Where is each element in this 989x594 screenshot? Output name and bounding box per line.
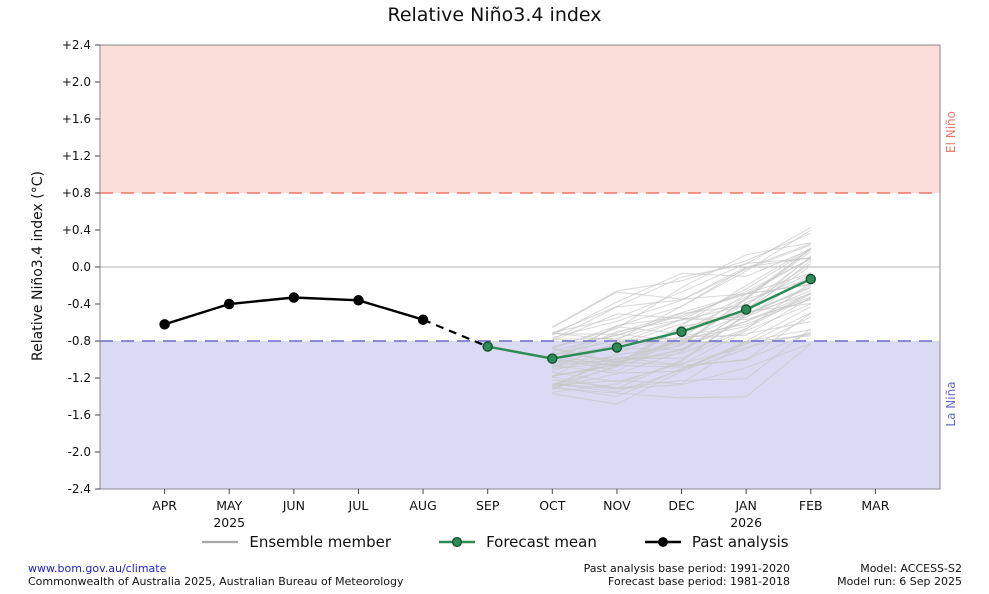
ensemble-swatch-icon bbox=[202, 540, 239, 544]
y-tick-label: -2.4 bbox=[68, 482, 91, 496]
past-point bbox=[288, 292, 300, 303]
ensemble-member-line bbox=[552, 284, 811, 356]
y-tick-label: +2.0 bbox=[62, 75, 91, 89]
ensemble-member-line bbox=[552, 296, 811, 342]
el-nino-shaded-region bbox=[100, 45, 940, 193]
ensemble-member-line bbox=[552, 257, 811, 334]
y-tick-label: +1.6 bbox=[62, 112, 91, 126]
y-tick-label: +2.4 bbox=[62, 38, 91, 52]
x-tick-label: FEB bbox=[799, 498, 823, 513]
ensemble-member-line bbox=[552, 273, 812, 378]
ensemble-member-line bbox=[552, 232, 811, 328]
ensemble-member-line bbox=[552, 331, 811, 390]
ensemble-member-line bbox=[552, 306, 812, 386]
x-tick-label: DEC bbox=[668, 498, 695, 513]
y-tick-label: -1.2 bbox=[68, 371, 91, 385]
legend-item-past-analysis: Past analysis bbox=[643, 533, 789, 551]
forecast-point bbox=[547, 353, 558, 364]
ensemble-member-line bbox=[552, 287, 811, 393]
ensemble-member-line bbox=[552, 257, 811, 340]
x-tick-label: JUL bbox=[348, 498, 369, 513]
past-point bbox=[159, 319, 170, 330]
y-tick-label: +1.2 bbox=[62, 149, 91, 163]
ensemble-member-line bbox=[552, 332, 811, 383]
bom-climate-link[interactable]: www.bom.gov.au/climate bbox=[28, 562, 167, 575]
la-nina-shaded-region bbox=[100, 341, 940, 489]
ensemble-member-line bbox=[552, 273, 812, 342]
forecast-point bbox=[676, 326, 687, 337]
ensemble-member-line bbox=[552, 293, 811, 389]
y-tick-label: -1.6 bbox=[68, 408, 91, 422]
x-tick-label: MAY bbox=[216, 498, 242, 513]
x-tick-label: AUG bbox=[409, 498, 436, 513]
ensemble-member-line bbox=[552, 292, 812, 366]
x-tick-label: NOV bbox=[603, 498, 631, 513]
ensemble-member-line bbox=[552, 312, 812, 366]
past-base-period-text: Past analysis base period: 1991-2020 bbox=[583, 562, 790, 575]
ensemble-member-line bbox=[552, 335, 811, 374]
y-tick-label: -0.8 bbox=[68, 334, 91, 348]
y-axis-label: Relative Niño3.4 index (°C) bbox=[30, 171, 46, 361]
footer-base-periods: Past analysis base period: 1991-2020 For… bbox=[584, 562, 790, 588]
ensemble-member-line bbox=[552, 229, 812, 349]
x-tick-label: SEP bbox=[476, 498, 500, 513]
x-tick-label: APR bbox=[152, 498, 177, 513]
la-nina-region-label: La Niña bbox=[944, 381, 958, 427]
ensemble-member-line bbox=[552, 292, 811, 367]
legend: Ensemble member Forecast mean Past analy… bbox=[0, 533, 989, 551]
ensemble-member-line bbox=[552, 328, 812, 389]
footer-model-info: Model: ACCESS-S2 Model run: 6 Sep 2025 bbox=[837, 562, 962, 588]
x-tick-label: JUN bbox=[282, 498, 305, 513]
ensemble-member-line bbox=[552, 258, 812, 362]
ensemble-member-line bbox=[552, 263, 812, 347]
el-nino-region-label: El Niño bbox=[944, 111, 958, 153]
x-tick-label: JAN bbox=[734, 498, 756, 513]
legend-label-ensemble: Ensemble member bbox=[249, 533, 392, 551]
y-tick-label: +0.8 bbox=[62, 186, 91, 200]
ensemble-member-line bbox=[552, 312, 812, 398]
legend-item-forecast-mean: Forecast mean bbox=[437, 533, 597, 551]
forecast-point bbox=[611, 342, 623, 353]
past-point bbox=[353, 295, 364, 306]
ensemble-member-line bbox=[552, 248, 811, 336]
forecast-base-period-text: Forecast base period: 1981-2018 bbox=[608, 575, 790, 588]
past-point bbox=[417, 314, 429, 325]
forecast-mean-swatch-icon bbox=[439, 536, 476, 548]
x-year-label: 2025 bbox=[213, 515, 245, 530]
copyright-text: Commonwealth of Australia 2025, Australi… bbox=[28, 575, 404, 588]
model-name-text: Model: ACCESS-S2 bbox=[860, 562, 962, 575]
footer-left: www.bom.gov.au/climate Commonwealth of A… bbox=[28, 562, 403, 588]
past-analysis-swatch-icon bbox=[644, 537, 681, 547]
x-year-label: 2026 bbox=[730, 515, 762, 530]
legend-item-ensemble: Ensemble member bbox=[200, 533, 391, 551]
x-tick-label: OCT bbox=[539, 498, 566, 513]
ensemble-member-line bbox=[552, 343, 812, 399]
ensemble-member-line bbox=[552, 290, 811, 363]
ensemble-member-line bbox=[552, 272, 811, 366]
legend-label-forecast-mean: Forecast mean bbox=[486, 533, 597, 551]
past-point bbox=[223, 298, 235, 310]
y-tick-label: -0.4 bbox=[68, 297, 91, 311]
x-tick-label: MAR bbox=[861, 498, 889, 513]
y-tick-label: -2.0 bbox=[68, 445, 91, 459]
ensemble-member-line bbox=[552, 329, 811, 393]
ensemble-member-line bbox=[552, 242, 811, 348]
forecast-point bbox=[740, 304, 752, 315]
y-tick-label: +0.4 bbox=[62, 223, 91, 237]
chart-title: Relative Niño3.4 index bbox=[387, 4, 602, 26]
transition-line bbox=[422, 318, 489, 348]
y-tick-label: 0.0 bbox=[72, 260, 91, 274]
forecast-point bbox=[482, 341, 493, 352]
forecast-line bbox=[487, 277, 812, 360]
legend-label-past-analysis: Past analysis bbox=[691, 533, 789, 551]
forecast-point bbox=[805, 273, 817, 285]
model-run-text: Model run: 6 Sep 2025 bbox=[837, 575, 962, 588]
